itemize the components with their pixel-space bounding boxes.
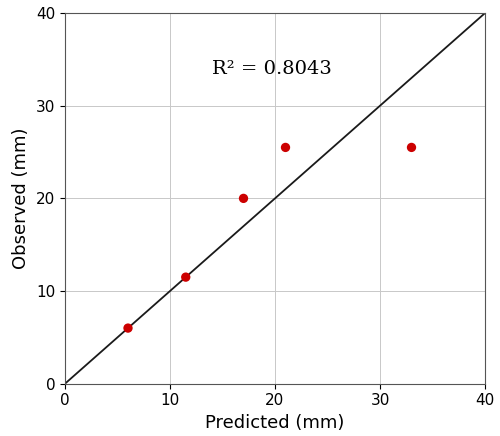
Point [282, 144, 290, 151]
Point [240, 195, 248, 202]
X-axis label: Predicted (mm): Predicted (mm) [206, 414, 344, 432]
Text: R² = 0.8043: R² = 0.8043 [212, 60, 332, 78]
Y-axis label: Observed (mm): Observed (mm) [12, 128, 30, 269]
Point [408, 144, 416, 151]
Point [182, 274, 190, 281]
Point [124, 324, 132, 331]
